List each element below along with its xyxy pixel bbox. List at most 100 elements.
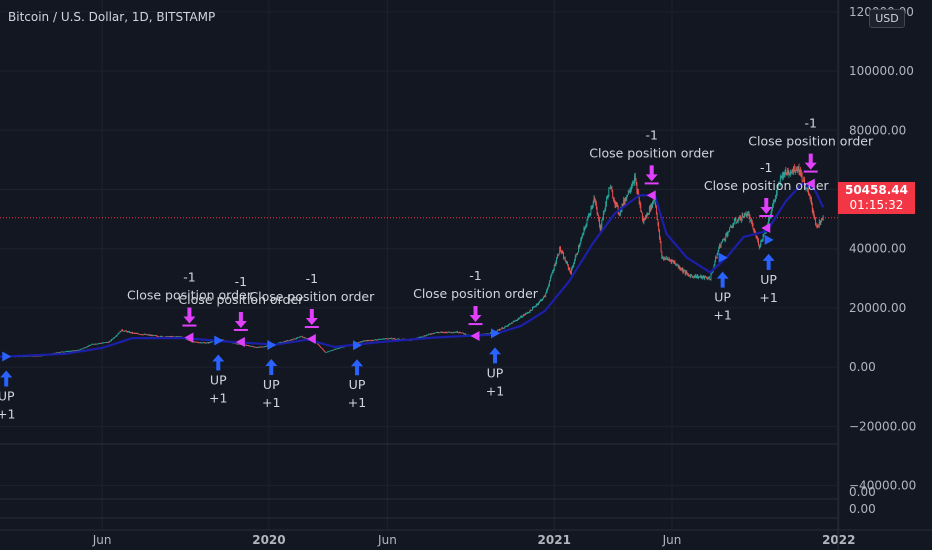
candle-body — [541, 299, 543, 301]
candle-body — [281, 342, 282, 343]
candle-body — [302, 337, 304, 338]
candle-body — [157, 336, 158, 337]
candle-body — [795, 169, 797, 172]
sell-label: Close position order — [127, 288, 253, 303]
candle-body — [362, 341, 363, 343]
price-tick-label: −40000.00 — [849, 479, 916, 493]
candle-body — [195, 341, 197, 343]
candle-body — [730, 226, 731, 228]
candle-body — [289, 339, 291, 341]
candle-body — [668, 259, 670, 261]
candle-body — [68, 350, 70, 352]
candle-body — [298, 337, 300, 338]
candle-body — [331, 350, 333, 351]
candle-body — [369, 340, 370, 342]
candle-body — [566, 262, 568, 264]
candle-body — [636, 183, 638, 193]
candle-body — [79, 349, 81, 351]
candle-body — [202, 342, 204, 344]
candle-body — [523, 314, 525, 316]
candle-body — [680, 269, 682, 271]
candle-body — [690, 275, 692, 278]
candle-body — [446, 331, 448, 333]
candle-body — [75, 350, 77, 352]
candle-body — [794, 171, 796, 173]
candle-body — [144, 334, 146, 335]
buy-qty: +1 — [0, 406, 15, 421]
candle-body — [590, 208, 592, 214]
candle-body — [791, 170, 793, 172]
candle-body — [423, 335, 425, 337]
candle-body — [530, 309, 532, 311]
candle-body — [521, 316, 522, 318]
candle-body — [718, 248, 720, 252]
candle-body — [457, 332, 459, 334]
candle-body — [816, 226, 818, 228]
candle-body — [148, 334, 150, 336]
candle-body — [792, 170, 794, 172]
currency-button[interactable]: USD — [869, 9, 905, 28]
candle-body — [83, 347, 85, 349]
candle-body — [62, 351, 64, 353]
candle-body — [762, 234, 764, 240]
candle-body — [512, 321, 514, 324]
candle-body — [186, 339, 188, 340]
buy-arrow-icon — [716, 271, 729, 288]
candle-body — [264, 346, 266, 348]
sell-arrow-icon — [469, 306, 482, 323]
candle-body — [549, 277, 551, 282]
candle-body — [245, 344, 247, 346]
candle-body — [121, 329, 123, 332]
candle-body — [436, 332, 437, 334]
candle-body — [557, 255, 559, 257]
candle-body — [531, 310, 533, 311]
candle-body — [680, 268, 681, 270]
candle-body — [438, 332, 440, 334]
candle-body — [442, 331, 444, 333]
buy-arrow-icon — [265, 358, 278, 375]
sell-marker — [306, 334, 316, 345]
candle-body — [86, 346, 87, 348]
candle-body — [210, 341, 212, 343]
candle-body — [521, 316, 523, 318]
candle-body — [496, 329, 498, 332]
candle-body — [761, 239, 763, 241]
candle-body — [375, 339, 377, 341]
candle-body — [682, 268, 684, 272]
candle-body — [387, 338, 388, 340]
buy-label: UP — [487, 365, 504, 380]
candle-body — [654, 199, 656, 201]
candle-body — [153, 335, 155, 337]
candle-body — [392, 338, 394, 340]
candle-body — [386, 338, 388, 340]
candle-body — [138, 333, 140, 335]
candle-body — [115, 335, 117, 337]
candle-body — [337, 348, 339, 350]
candle-body — [669, 259, 671, 261]
candle-body — [777, 186, 779, 189]
candle-body — [577, 252, 579, 255]
candle-body — [657, 219, 659, 225]
candle-body — [193, 341, 195, 343]
candle-body — [96, 343, 98, 345]
candle-body — [652, 201, 653, 208]
candle-body — [659, 237, 661, 243]
candle-body — [296, 337, 298, 339]
candle-body — [444, 332, 446, 334]
candle-body — [719, 244, 721, 247]
candle-body — [254, 346, 256, 348]
candle-body — [113, 337, 115, 339]
candle-body — [547, 287, 549, 289]
candle-body — [389, 338, 391, 340]
candle-body — [808, 193, 810, 195]
candle-body — [563, 257, 565, 259]
candle-body — [337, 348, 338, 350]
candle-body — [571, 267, 573, 269]
candle-body — [433, 333, 434, 335]
candle-body — [788, 173, 790, 175]
candle-body — [640, 205, 642, 212]
candle-body — [119, 331, 121, 333]
candle-body — [609, 186, 611, 188]
candle-body — [510, 323, 511, 325]
